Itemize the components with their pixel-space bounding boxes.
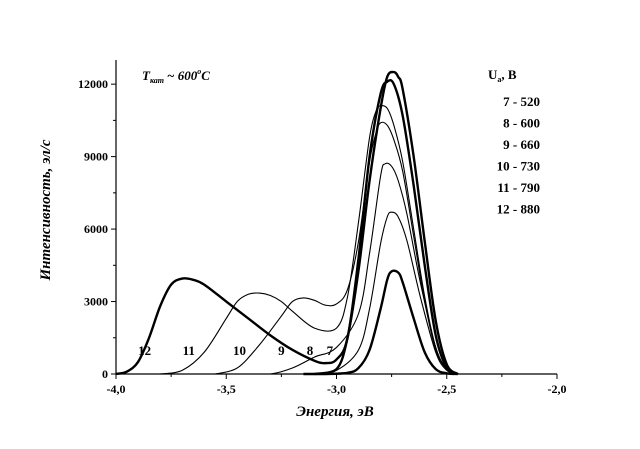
- curve-label-12: 12: [138, 343, 151, 358]
- curve-label-10: 10: [233, 343, 246, 358]
- x-tick-label: -2,0: [548, 382, 567, 396]
- legend-title-sub: a: [497, 75, 501, 84]
- svg-text:Tкат~ 600oC: Tкат ~ 600oC: [142, 67, 210, 85]
- curve-label-11: 11: [183, 343, 195, 358]
- y-tick-label: 3000: [84, 295, 108, 309]
- x-tick-label: -4,0: [107, 382, 126, 396]
- series-line-8: [281, 211, 458, 375]
- y-tick-label: 9000: [84, 150, 108, 164]
- legend-entry: 9 - 660: [503, 137, 540, 152]
- series-line-7: [303, 269, 458, 376]
- temperature-annotation: Tкат ~ 600oC: [142, 67, 210, 85]
- y-tick-label: 12000: [78, 77, 108, 91]
- annotation-unit: C: [201, 68, 210, 83]
- legend-entry: 7 - 520: [503, 94, 540, 109]
- legend-entry: 11 - 790: [497, 180, 540, 195]
- x-axis-title: Энергия, эВ: [296, 404, 374, 420]
- legend-title: U: [488, 67, 498, 82]
- y-tick-label: 0: [102, 367, 108, 381]
- x-tick-label: -3,0: [327, 382, 346, 396]
- annotation-subscript: кат: [150, 76, 164, 85]
- curve-label-8: 8: [307, 343, 314, 358]
- curves: 78 9 10 11 12: [115, 70, 459, 376]
- series-line-12: [115, 79, 459, 376]
- curve-label-7: 7: [327, 343, 334, 358]
- x-tick-label: -2,5: [437, 382, 456, 396]
- y-axis-title: Интенсивность, эл/с: [38, 139, 54, 281]
- curve-label-9: 9: [278, 343, 285, 358]
- series-line-11: [160, 105, 458, 375]
- x-tick-label: -3,5: [217, 382, 236, 396]
- legend: Ua, В 7 - 520 8 - 600 9 - 660 10 - 730 11 - …: [488, 67, 540, 217]
- legend-title-unit: , В: [501, 67, 517, 82]
- legend-entry: 10 - 730: [497, 159, 540, 174]
- axes: -4,0 -3,5 -3,0 -2,5 -2,0 0 3000 6000 9000 12000: [78, 60, 567, 396]
- svg-text:Ua, В: Ua, В: [488, 67, 517, 84]
- legend-entry: 8 - 600: [503, 116, 540, 131]
- annotation-prefix: T: [142, 68, 151, 83]
- legend-entry: 12 - 880: [497, 202, 540, 217]
- annotation-value: ~ 600: [167, 68, 198, 83]
- series-line-heavy: [314, 70, 459, 376]
- annotation-degree: o: [197, 67, 201, 76]
- y-tick-label: 6000: [84, 222, 108, 236]
